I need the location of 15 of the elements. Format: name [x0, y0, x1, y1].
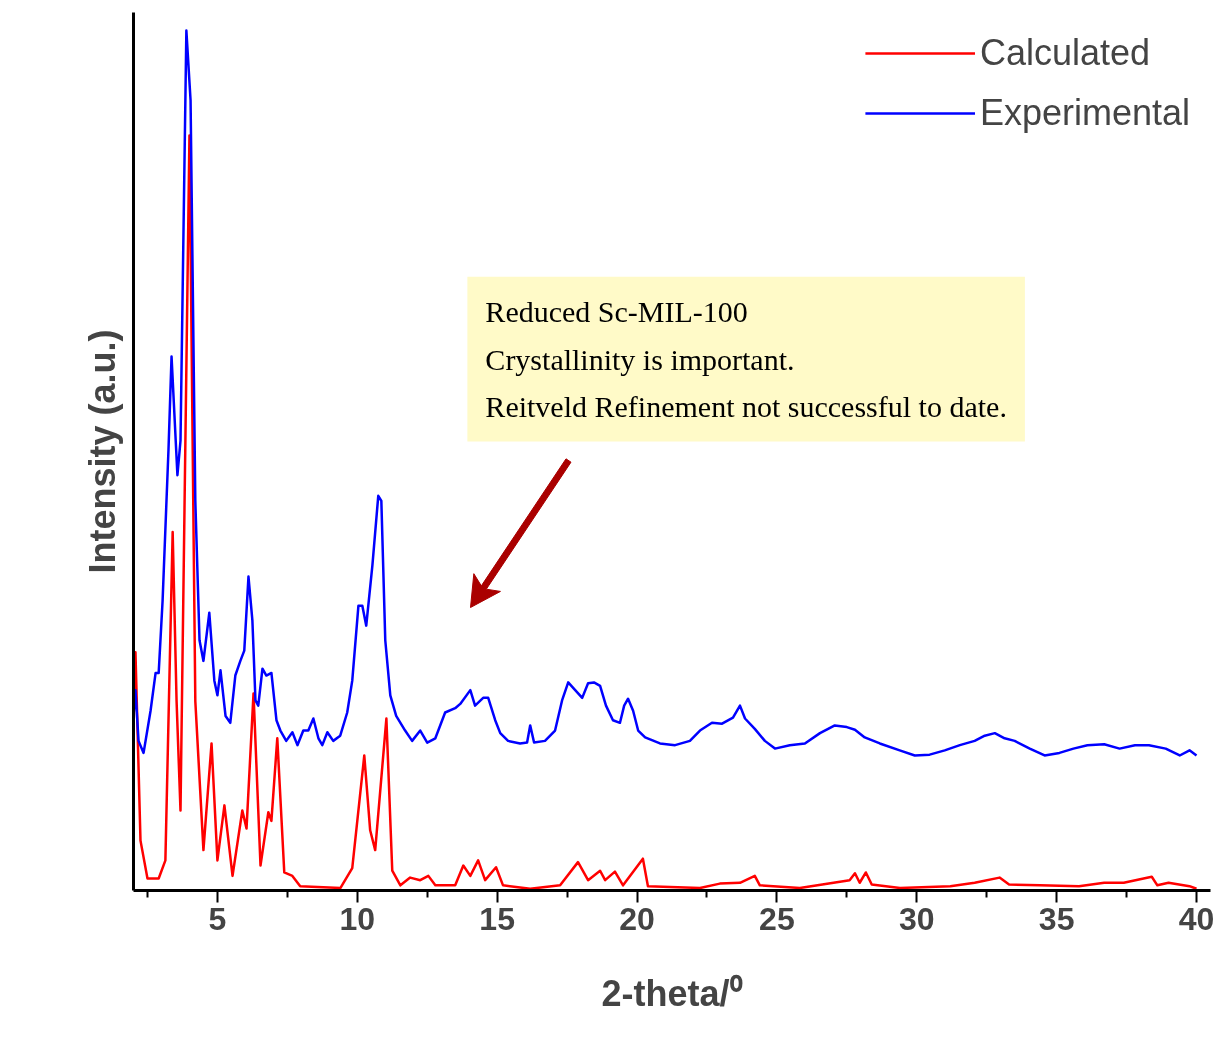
annotation: Crystallinity is important.: [485, 342, 795, 376]
x-tick-label: 15: [479, 900, 515, 937]
x-tick-label: 20: [619, 900, 655, 937]
x-tick-label: 30: [898, 900, 935, 937]
x-tick-label: 5: [208, 900, 227, 937]
y-axis-title: Intensity (a.u.): [81, 329, 123, 574]
x-tick-label: 25: [759, 900, 795, 937]
x-tick-label: 35: [1038, 900, 1075, 937]
annotation: Reitveld Refinement not successful to date.: [485, 390, 1007, 424]
x-tick-label: 40: [1178, 900, 1215, 937]
legend-label: Calculated: [979, 32, 1151, 74]
annotation: Reduced Sc-MIL-100: [485, 294, 748, 328]
legend-label: Experimental: [979, 92, 1190, 134]
x-axis-title: 2-theta/⁰: [601, 972, 743, 1014]
x-tick-label: 10: [339, 900, 376, 937]
